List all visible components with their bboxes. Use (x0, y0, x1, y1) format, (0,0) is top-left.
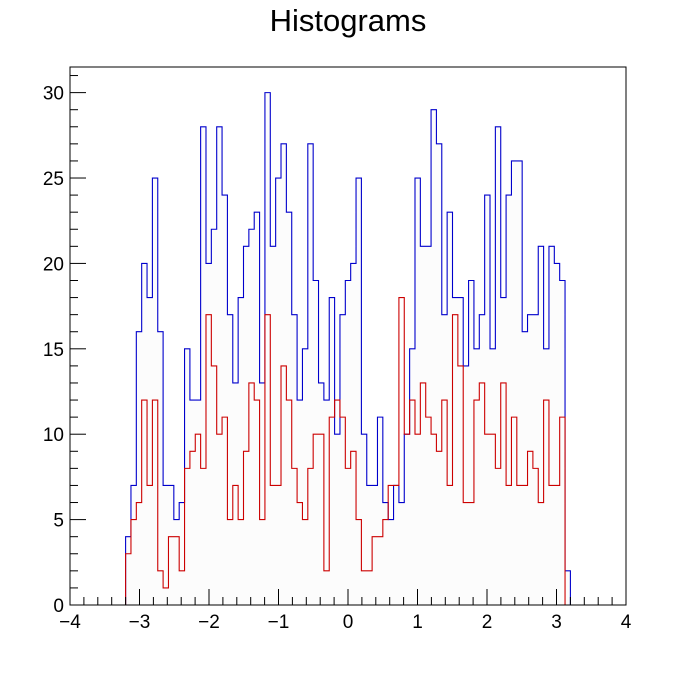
y-tick-label: 0 (53, 596, 64, 617)
y-tick-label: 15 (43, 340, 64, 361)
y-tick-label: 30 (43, 84, 64, 105)
y-tick-label: 10 (43, 425, 64, 446)
x-tick-label: −4 (59, 612, 81, 633)
x-tick-label: 2 (482, 612, 493, 633)
x-tick-label: 0 (343, 612, 354, 633)
x-tick-label: −1 (268, 612, 290, 633)
chart-title: Histograms (269, 3, 427, 38)
y-tick-label: 25 (43, 169, 64, 190)
x-tick-label: 1 (412, 612, 423, 633)
y-tick-label: 5 (53, 511, 64, 532)
x-tick-label: 4 (621, 612, 632, 633)
histogram-series-1 (125, 92, 571, 605)
y-tick-label: 20 (43, 254, 64, 275)
x-tick-label: −3 (129, 612, 151, 633)
histogram-series-2 (125, 297, 571, 606)
x-tick-label: 3 (551, 612, 562, 633)
x-tick-label: −2 (198, 612, 220, 633)
